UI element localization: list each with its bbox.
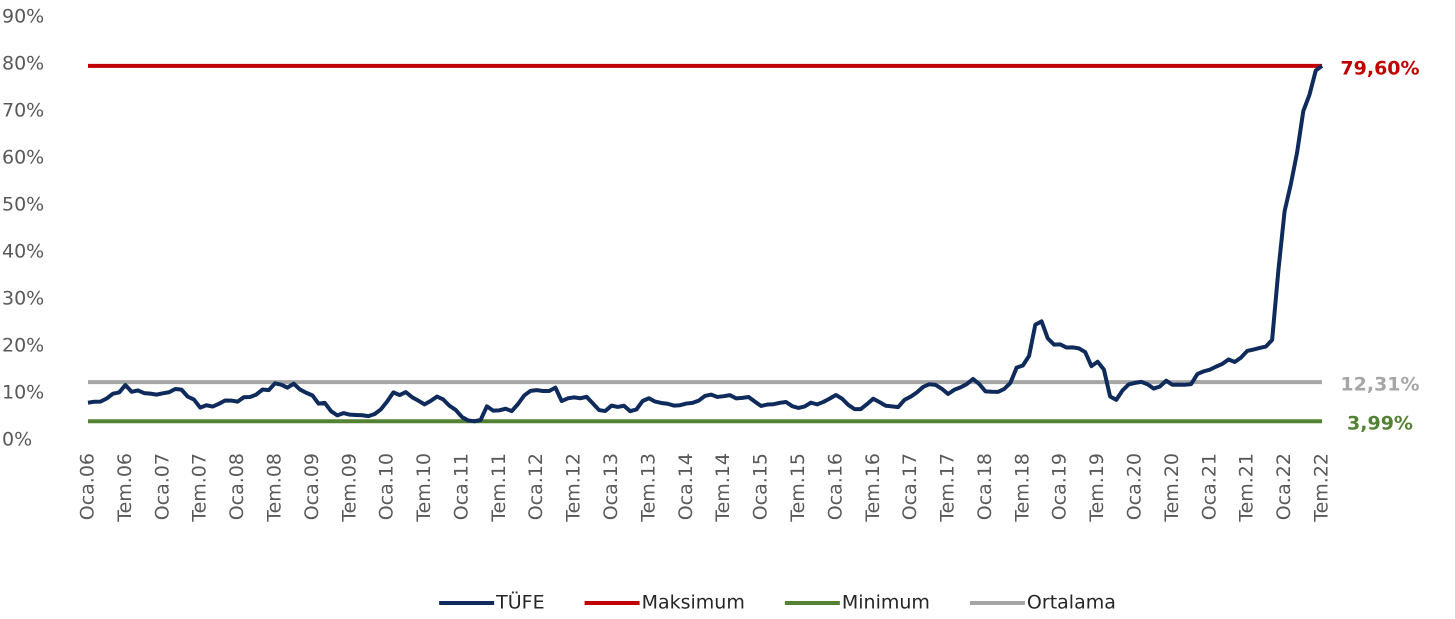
x-tick-label: Tem.22	[1311, 453, 1333, 523]
y-tick-label: 80%	[2, 53, 44, 75]
x-tick-label: Oca.08	[226, 453, 248, 520]
x-tick-label: Tem.09	[338, 453, 360, 523]
x-tick-label: Tem.20	[1161, 453, 1183, 523]
x-tick-label: Tem.19	[1086, 453, 1108, 523]
reference-value-label: 79,60%	[1340, 57, 1419, 79]
x-tick-label: Tem.06	[114, 453, 136, 523]
x-tick-label: Oca.09	[301, 453, 323, 520]
x-tick-label: Tem.18	[1011, 453, 1033, 523]
x-tick-label: Oca.17	[899, 453, 921, 520]
y-tick-label: 50%	[2, 194, 44, 216]
x-tick-label: Oca.16	[824, 453, 846, 520]
y-tick-label: 60%	[2, 147, 44, 169]
x-tick-label: Oca.15	[750, 453, 772, 520]
x-tick-label: Oca.19	[1049, 453, 1071, 520]
y-tick-label: 10%	[2, 382, 44, 404]
x-tick-label: Tem.21	[1236, 453, 1258, 523]
x-tick-label: Oca.18	[974, 453, 996, 520]
x-tick-label: Oca.12	[525, 453, 547, 520]
x-tick-label: Tem.13	[637, 453, 659, 523]
legend-label: Ortalama	[1027, 592, 1116, 614]
legend-label: TÜFE	[495, 591, 544, 614]
x-tick-label: Tem.11	[488, 453, 510, 523]
x-tick-label: Tem.08	[263, 453, 285, 523]
x-tick-label: Oca.07	[151, 453, 173, 520]
y-tick-label: 70%	[2, 100, 44, 122]
reference-value-label: 3,99%	[1347, 413, 1413, 435]
x-tick-label: Tem.14	[712, 453, 734, 523]
line-series	[87, 64, 1324, 424]
x-tick-label: Tem.12	[563, 453, 585, 523]
y-tick-label: 40%	[2, 241, 44, 263]
x-tick-label: Oca.06	[77, 453, 99, 520]
y-tick-label: 0%	[2, 429, 32, 451]
x-tick-label: Oca.13	[600, 453, 622, 520]
y-tick-label: 20%	[2, 335, 44, 357]
x-tick-label: Oca.20	[1124, 453, 1146, 520]
x-tick-label: Tem.15	[787, 453, 809, 523]
legend-label: Maksimum	[642, 592, 745, 614]
reference-value-label: 12,31%	[1340, 374, 1419, 396]
x-tick-label: Tem.07	[189, 453, 211, 523]
x-tick-label: Oca.14	[675, 453, 697, 520]
y-tick-label: 30%	[2, 288, 44, 310]
x-tick-label: Tem.17	[937, 453, 959, 523]
x-tick-label: Oca.22	[1273, 453, 1295, 520]
x-tick-label: Oca.10	[376, 453, 398, 520]
x-tick-label: Tem.10	[413, 453, 435, 523]
x-tick-label: Oca.21	[1198, 453, 1220, 520]
y-tick-label: 90%	[2, 6, 44, 28]
x-tick-label: Tem.16	[862, 453, 884, 523]
legend-label: Minimum	[842, 592, 930, 614]
legend: TÜFE Maksimum Minimum Ortalama	[439, 591, 1116, 614]
x-tick-label: Oca.11	[450, 453, 472, 520]
